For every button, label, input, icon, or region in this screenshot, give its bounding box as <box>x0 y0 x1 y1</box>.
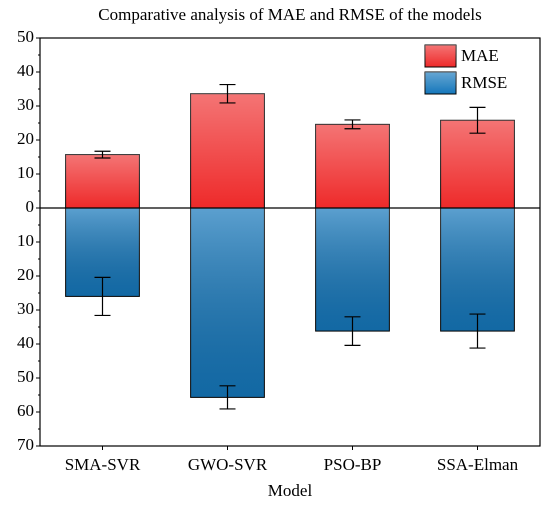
y-tick-label: 50 <box>17 367 34 386</box>
error-bar <box>344 119 361 130</box>
bar <box>440 207 515 332</box>
y-tick-label: 40 <box>17 333 34 352</box>
error-bar <box>219 385 236 410</box>
plot-frame <box>39 37 541 447</box>
x-tick-label: SMA-SVR <box>65 455 141 474</box>
x-axis-label: Model <box>268 481 313 500</box>
chart-title: Comparative analysis of MAE and RMSE of … <box>98 5 481 24</box>
error-bar <box>94 276 111 317</box>
bar <box>190 93 265 209</box>
error-bar <box>344 316 361 346</box>
bar <box>190 207 265 398</box>
y-tick-label: 60 <box>17 401 34 420</box>
y-tick-label: 10 <box>17 231 34 250</box>
error-bar <box>469 106 486 134</box>
x-tick-label: GWO-SVR <box>188 455 268 474</box>
y-tick-label: 30 <box>17 95 34 114</box>
bar <box>315 207 390 332</box>
y-tick-label: 70 <box>17 435 34 454</box>
x-tick-label: SSA-Elman <box>437 455 519 474</box>
error-bar <box>219 83 236 104</box>
y-tick-label: 20 <box>17 265 34 284</box>
legend-swatch-shade <box>425 72 456 94</box>
y-tick-label: 40 <box>17 61 34 80</box>
bar <box>315 123 390 209</box>
y-tick-label: 20 <box>17 129 34 148</box>
error-bar <box>469 313 486 349</box>
legend-label: MAE <box>461 46 499 65</box>
legend-label: RMSE <box>461 73 507 92</box>
y-tick-label: 0 <box>26 197 35 216</box>
y-tick-label: 30 <box>17 299 34 318</box>
y-tick-label: 50 <box>17 27 34 46</box>
legend-swatch-shade <box>425 45 456 67</box>
x-tick-label: PSO-BP <box>324 455 382 474</box>
y-tick-label: 10 <box>17 163 34 182</box>
error-bar <box>94 150 111 159</box>
bar <box>65 154 140 209</box>
